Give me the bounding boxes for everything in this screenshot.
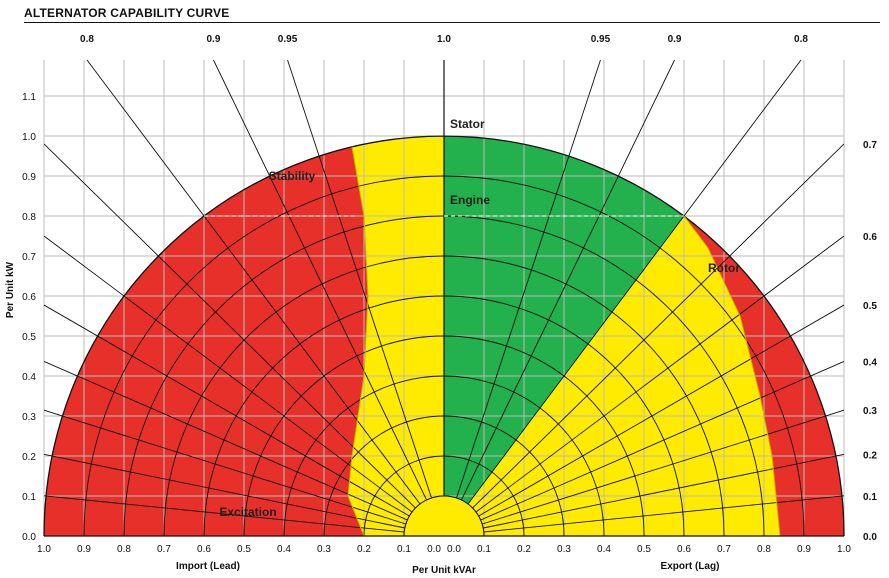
region-label-rotor: Rotor xyxy=(708,261,740,275)
x-tick-label: 0.6 xyxy=(677,544,691,555)
y-tick-label: 0.0 xyxy=(22,532,36,543)
excitation-limit xyxy=(403,495,485,537)
pf-line-lead xyxy=(43,361,445,537)
pf-line-lag xyxy=(443,235,845,537)
pf-line-lag xyxy=(443,59,675,537)
x-tick-label: 0.9 xyxy=(797,544,811,555)
title-rule xyxy=(24,22,880,23)
pf-line-lag xyxy=(443,59,601,537)
x-tick-label: 0.8 xyxy=(117,544,131,555)
x-tick-label: 0.0 xyxy=(427,544,441,555)
y-tick-label: 0.7 xyxy=(22,252,36,263)
x-tick-label: 0.4 xyxy=(277,544,291,555)
pf-label-right: 0.3 xyxy=(863,406,877,417)
y-tick-label: 1.0 xyxy=(22,132,36,143)
polar-lines xyxy=(43,59,845,537)
x-tick-label: 0.5 xyxy=(637,544,651,555)
pf-line-lead xyxy=(43,143,445,537)
pf-line-lag xyxy=(443,495,845,537)
pf-label-right: 0.0 xyxy=(863,532,877,543)
x-tick-label: 0.9 xyxy=(77,544,91,555)
stability-limit-line xyxy=(347,146,369,537)
pf-line-lead xyxy=(86,59,445,537)
chart-labels: 1.0 0.9 0.8 0.7 0.6 0.5 0.4 0.3 0.2 0.1 0.0 0.0 0.1 0… xyxy=(5,34,877,576)
rotor-limit-line xyxy=(683,215,781,537)
x-label-lag: Export (Lag) xyxy=(661,561,720,572)
region-label-stability: Stability xyxy=(269,169,316,183)
pf-line-lag xyxy=(443,361,845,537)
pf-line-lead xyxy=(287,59,445,537)
y-tick-label: 0.4 xyxy=(22,372,36,383)
y-tick-label: 0.8 xyxy=(22,212,36,223)
pf-line-lead xyxy=(43,453,445,537)
x-tick-label: 0.5 xyxy=(237,544,251,555)
x-label: Per Unit kVAr xyxy=(412,565,476,576)
x-tick-label: 1.0 xyxy=(37,544,51,555)
x-tick-label: 0.2 xyxy=(357,544,371,555)
pf-line-lead xyxy=(43,304,445,537)
pf-label-right: 0.2 xyxy=(863,450,877,461)
x-tick-label: 0.8 xyxy=(757,544,771,555)
pf-line-lag xyxy=(443,453,845,537)
pf-line-lag xyxy=(443,304,845,537)
pf-label-right: 0.5 xyxy=(863,301,877,312)
region-label-stator: Stator xyxy=(450,117,485,131)
x-tick-label: 0.1 xyxy=(397,544,411,555)
pf-label-top: 0.9 xyxy=(668,34,682,45)
pf-line-lag xyxy=(443,59,802,537)
x-tick-label: 0.6 xyxy=(197,544,211,555)
pf-label-right: 0.1 xyxy=(863,492,877,503)
x-tick-label: 1.0 xyxy=(837,544,851,555)
pf-label-right: 0.4 xyxy=(863,357,877,368)
pf-label-top: 0.9 xyxy=(207,34,221,45)
y-tick-label: 0.1 xyxy=(22,492,36,503)
pf-line-lead xyxy=(43,409,445,537)
pf-label-right: 0.7 xyxy=(863,140,877,151)
x-tick-label: 0.3 xyxy=(317,544,331,555)
x-tick-label: 0.7 xyxy=(717,544,731,555)
chart-title: ALTERNATOR CAPABILITY CURVE xyxy=(24,6,230,20)
region-label-excitation: Excitation xyxy=(219,505,276,519)
pf-line-lag xyxy=(443,409,845,537)
pf-label-right: 0.6 xyxy=(863,232,877,243)
pf-line-lead xyxy=(43,235,445,537)
pf-line-lag xyxy=(443,143,845,537)
y-tick-label: 0.2 xyxy=(22,452,36,463)
region-label-engine: Engine xyxy=(450,193,490,207)
pf-label-top: 0.8 xyxy=(794,34,808,45)
y-tick-label: 1.1 xyxy=(22,92,36,103)
pf-label-top: 0.8 xyxy=(80,34,94,45)
pf-label-top: 0.95 xyxy=(591,34,611,45)
x-tick-label: 0.1 xyxy=(477,544,491,555)
x-tick-label: 0.0 xyxy=(447,544,461,555)
y-tick-label: 0.9 xyxy=(22,172,36,183)
pf-line-lead xyxy=(43,495,445,537)
y-label: Per Unit kW xyxy=(5,261,16,318)
grid-lines xyxy=(43,60,845,537)
pf-line-lead xyxy=(213,59,445,537)
y-tick-label: 0.5 xyxy=(22,332,36,343)
pf-label-top: 1.0 xyxy=(437,34,451,45)
x-tick-label: 0.4 xyxy=(597,544,611,555)
x-label-lead: Import (Lead) xyxy=(176,561,240,572)
y-tick-label: 0.3 xyxy=(22,412,36,423)
x-tick-label: 0.3 xyxy=(557,544,571,555)
pf-label-top: 0.95 xyxy=(278,34,298,45)
y-tick-label: 0.6 xyxy=(22,292,36,303)
x-tick-label: 0.2 xyxy=(517,544,531,555)
x-tick-label: 0.7 xyxy=(157,544,171,555)
